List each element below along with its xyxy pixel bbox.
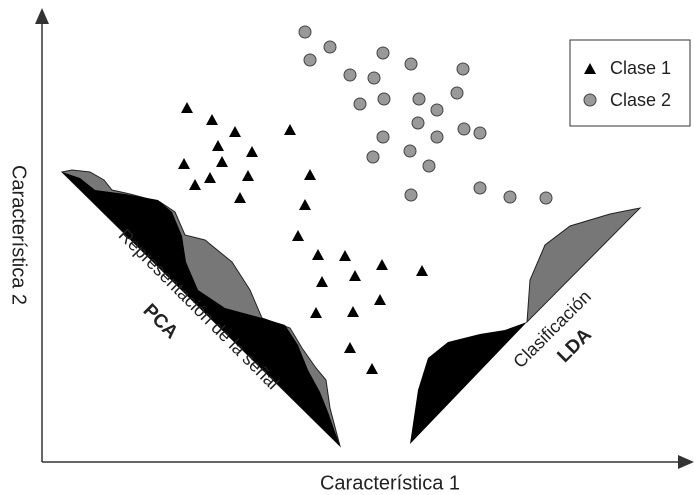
class1-point (204, 172, 216, 183)
class1-point (339, 250, 351, 261)
class2-point (353, 97, 367, 111)
class2-point (343, 68, 357, 82)
class2-point (422, 159, 436, 173)
class1-point (416, 265, 428, 276)
class1-point (299, 199, 311, 210)
class1-point (316, 276, 328, 287)
class1-point (366, 363, 378, 374)
class2-point (456, 62, 470, 76)
lda-black-area (410, 322, 527, 444)
class1-point (376, 259, 388, 270)
class2-point (430, 130, 444, 144)
class1-point (229, 126, 241, 137)
class2-point (450, 86, 464, 100)
points (178, 25, 553, 374)
class1-point (374, 294, 386, 305)
class2-point (376, 130, 390, 144)
class2-point (404, 57, 418, 71)
class1-point (284, 124, 296, 135)
pca-label: PCA (139, 300, 182, 343)
y-axis-arrow (35, 8, 49, 24)
class1-point (349, 270, 361, 281)
pca-black-area (62, 172, 340, 446)
legend-label: Clase 2 (610, 90, 671, 110)
class1-point (246, 146, 258, 157)
class1-point (344, 342, 356, 353)
class2-point (298, 25, 312, 39)
class1-point (178, 158, 190, 169)
class1-point (216, 156, 228, 167)
legend-label: Clase 1 (610, 58, 671, 78)
class2-point (539, 191, 553, 205)
class2-point (473, 126, 487, 140)
class1-point (312, 249, 324, 260)
class2-point (303, 53, 317, 67)
class1-point (304, 169, 316, 180)
class1-point (292, 230, 304, 241)
class1-point (310, 307, 322, 318)
legend-circle (583, 93, 597, 107)
class1-point (234, 192, 246, 203)
class1-point (347, 306, 359, 317)
class2-point (404, 188, 418, 202)
x-axis-label: Característica 1 (320, 472, 460, 494)
lda-gray-area (526, 207, 642, 324)
class2-point (376, 46, 390, 60)
class2-point (473, 181, 487, 195)
class2-point (323, 40, 337, 54)
class2-point (366, 150, 380, 164)
class2-point (377, 92, 391, 106)
class1-point (212, 140, 224, 151)
class1-point (242, 170, 254, 181)
legend-triangle (584, 63, 596, 74)
class1-point (206, 114, 218, 125)
class2-point (403, 144, 417, 158)
class2-point (367, 71, 381, 85)
class2-point (412, 92, 426, 106)
class2-point (457, 122, 471, 136)
class2-point (430, 103, 444, 117)
y-axis-label: Característica 2 (8, 165, 30, 305)
class1-point (189, 179, 201, 190)
class2-point (411, 116, 425, 130)
class1-point (181, 102, 193, 113)
class2-point (503, 190, 517, 204)
x-axis-arrow (678, 455, 694, 469)
legend-box (569, 39, 691, 127)
